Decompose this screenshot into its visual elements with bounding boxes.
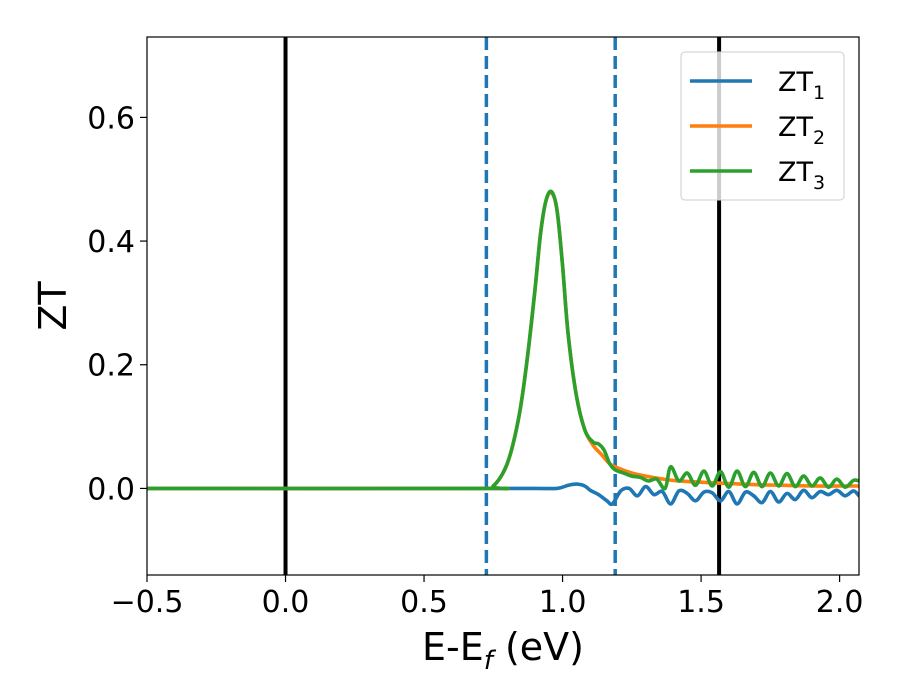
legend-label-zt2: ZT2 <box>778 112 825 149</box>
series-line-zt1 <box>147 482 859 507</box>
series-line-zt3 <box>147 189 859 491</box>
series-layer <box>147 189 859 507</box>
legend: ZT1 ZT2 ZT3 <box>680 51 845 201</box>
plot-frame <box>146 36 860 576</box>
legend-label-zt3: ZT3 <box>778 157 825 194</box>
legend-label-zt1: ZT1 <box>778 67 825 104</box>
y-tick-label: 0.2 <box>87 349 135 384</box>
y-tick-label: 0.6 <box>87 101 135 136</box>
x-tick-label: 1.5 <box>677 585 725 620</box>
y-tick-label: 0.0 <box>87 472 135 507</box>
x-tick-label: −0.5 <box>111 585 184 620</box>
x-tick-label: 0.5 <box>400 585 448 620</box>
x-tick-label: 0.0 <box>262 585 310 620</box>
x-axis-ticks: −0.5 0.0 0.5 1.0 1.5 2.0 <box>111 575 864 620</box>
y-axis-label: ZT <box>31 281 75 331</box>
x-tick-label: 2.0 <box>816 585 864 620</box>
x-tick-label: 1.0 <box>539 585 587 620</box>
series-line-zt2 <box>147 190 859 491</box>
legend-box <box>680 51 845 201</box>
y-axis-ticks: 0.0 0.2 0.4 0.6 <box>87 101 147 507</box>
y-tick-label: 0.4 <box>87 225 135 260</box>
x-axis-label: E-Ef (eV) <box>422 625 584 676</box>
